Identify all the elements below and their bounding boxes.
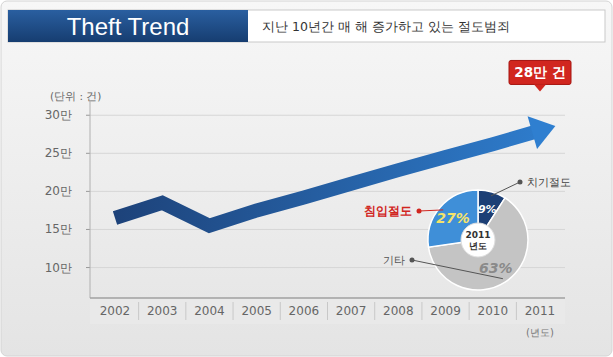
leader-dot <box>518 180 523 185</box>
y-tick <box>86 229 90 230</box>
pie-data-label: 27% <box>436 210 470 226</box>
leader-line <box>412 260 503 279</box>
annotation: 28만 건 <box>514 64 566 80</box>
pie-category-label: 치기절도 <box>527 176 571 188</box>
x-tick-label: 2007 <box>336 304 367 318</box>
leader-dot <box>417 209 422 214</box>
chart-svg: Theft Trend 지난 10년간 매 해 증가하고 있는 절도범죄 (단위 :… <box>0 0 613 357</box>
pie-title: 2011년도 <box>465 230 490 251</box>
background <box>1 1 612 356</box>
x-axis-label: (년도) <box>526 327 554 338</box>
x-tick-label: 2004 <box>194 304 225 318</box>
x-separator <box>138 302 139 320</box>
leader-dot <box>410 258 415 263</box>
y-axis-line <box>90 100 91 298</box>
x-tick-label: 2005 <box>241 304 272 318</box>
pie-title-line: 년도 <box>469 241 487 251</box>
x-tick-label: 2011 <box>525 304 556 318</box>
x-separator <box>421 302 422 320</box>
callout-pointer <box>534 84 546 91</box>
y-tick <box>86 267 90 268</box>
x-tick-label: 2006 <box>289 304 320 318</box>
subtitle: 지난 10년간 매 해 증가하고 있는 절도범죄 <box>262 19 510 34</box>
header-title-box <box>8 10 248 42</box>
x-separator <box>516 302 517 320</box>
line-group <box>115 116 555 225</box>
x-separator <box>469 302 470 320</box>
x-tick-label: 2008 <box>383 304 414 318</box>
pie-title-line: 2011 <box>465 230 490 240</box>
callout-box <box>509 60 571 84</box>
x-separator <box>185 302 186 320</box>
y-tick-label: 30만 <box>45 108 72 122</box>
header-bar <box>8 10 605 42</box>
x-separator <box>233 302 234 320</box>
y-tick-label: 15만 <box>45 222 72 236</box>
x-separator <box>374 302 375 320</box>
title: Theft Trend <box>67 13 190 40</box>
x-separator <box>280 302 281 320</box>
x-tick-label: 2002 <box>100 304 131 318</box>
grid-line <box>90 153 565 154</box>
x-axis-band <box>90 298 565 324</box>
y-tick <box>86 115 90 116</box>
y-axis-label: (단위 : 건) <box>50 90 101 102</box>
x-tick-label: 2009 <box>430 304 461 318</box>
leader-line <box>419 210 443 211</box>
chart-root: Theft Trend 지난 10년간 매 해 증가하고 있는 절도범죄 (단위 :… <box>0 0 613 357</box>
y-tick <box>86 191 90 192</box>
pie-data-label: 63% <box>479 260 513 276</box>
pie-group: 9%치기절도63%기타27%침입절도2011년도 <box>364 176 571 290</box>
x-tick-label: 2003 <box>147 304 178 318</box>
x-tick-label: 2010 <box>478 304 509 318</box>
arrowhead <box>528 116 556 149</box>
leader-line <box>491 182 520 196</box>
x-axis-line <box>90 297 565 299</box>
pie-hole <box>461 223 495 257</box>
pie-category-label: 기타 <box>383 254 405 266</box>
pie-category-label: 침입절도 <box>364 204 412 218</box>
grid-line <box>90 115 565 116</box>
y-tick-label: 20만 <box>45 184 72 198</box>
y-tick-label: 25만 <box>45 146 72 160</box>
x-separator <box>327 302 328 320</box>
y-tick-label: 10만 <box>45 261 72 275</box>
y-tick <box>86 153 90 154</box>
